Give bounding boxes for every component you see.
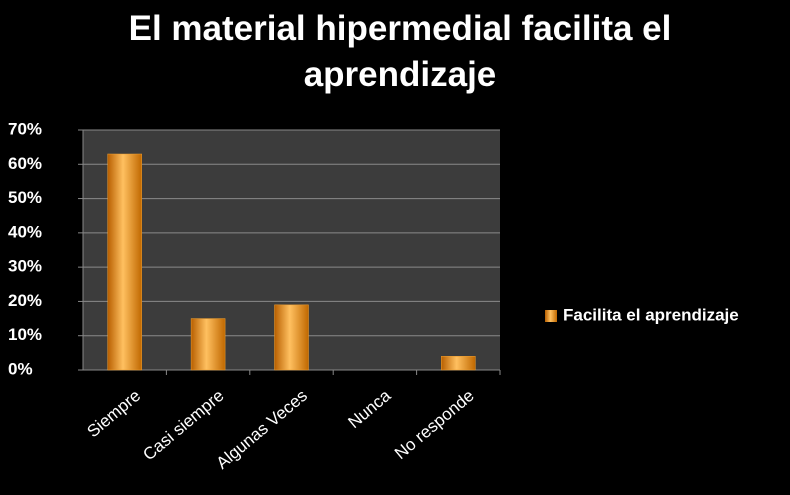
x-tick-label: Nunca (344, 386, 394, 432)
y-tick-label: 20% (8, 291, 42, 310)
x-tick-label: Algunas Veces (213, 386, 311, 473)
y-tick-label: 70% (8, 119, 42, 138)
y-tick-label: 60% (8, 154, 42, 173)
bar (107, 153, 142, 371)
y-tick-label: 40% (8, 222, 42, 241)
legend-swatch (545, 310, 557, 322)
bar (190, 318, 226, 371)
y-tick-label: 0% (8, 359, 33, 378)
legend-label: Facilita el aprendizaje (563, 305, 739, 324)
y-tick-label: 50% (8, 188, 42, 207)
x-tick-label: Siempre (83, 386, 144, 441)
bar (441, 356, 476, 371)
x-tick-label: Casi siempre (139, 386, 227, 464)
y-tick-label: 30% (8, 257, 42, 276)
chart-title: El material hipermedial facilita el apre… (128, 9, 672, 94)
y-tick-label: 10% (8, 325, 42, 344)
x-tick-label: No responde (391, 386, 478, 463)
bar (274, 304, 309, 371)
